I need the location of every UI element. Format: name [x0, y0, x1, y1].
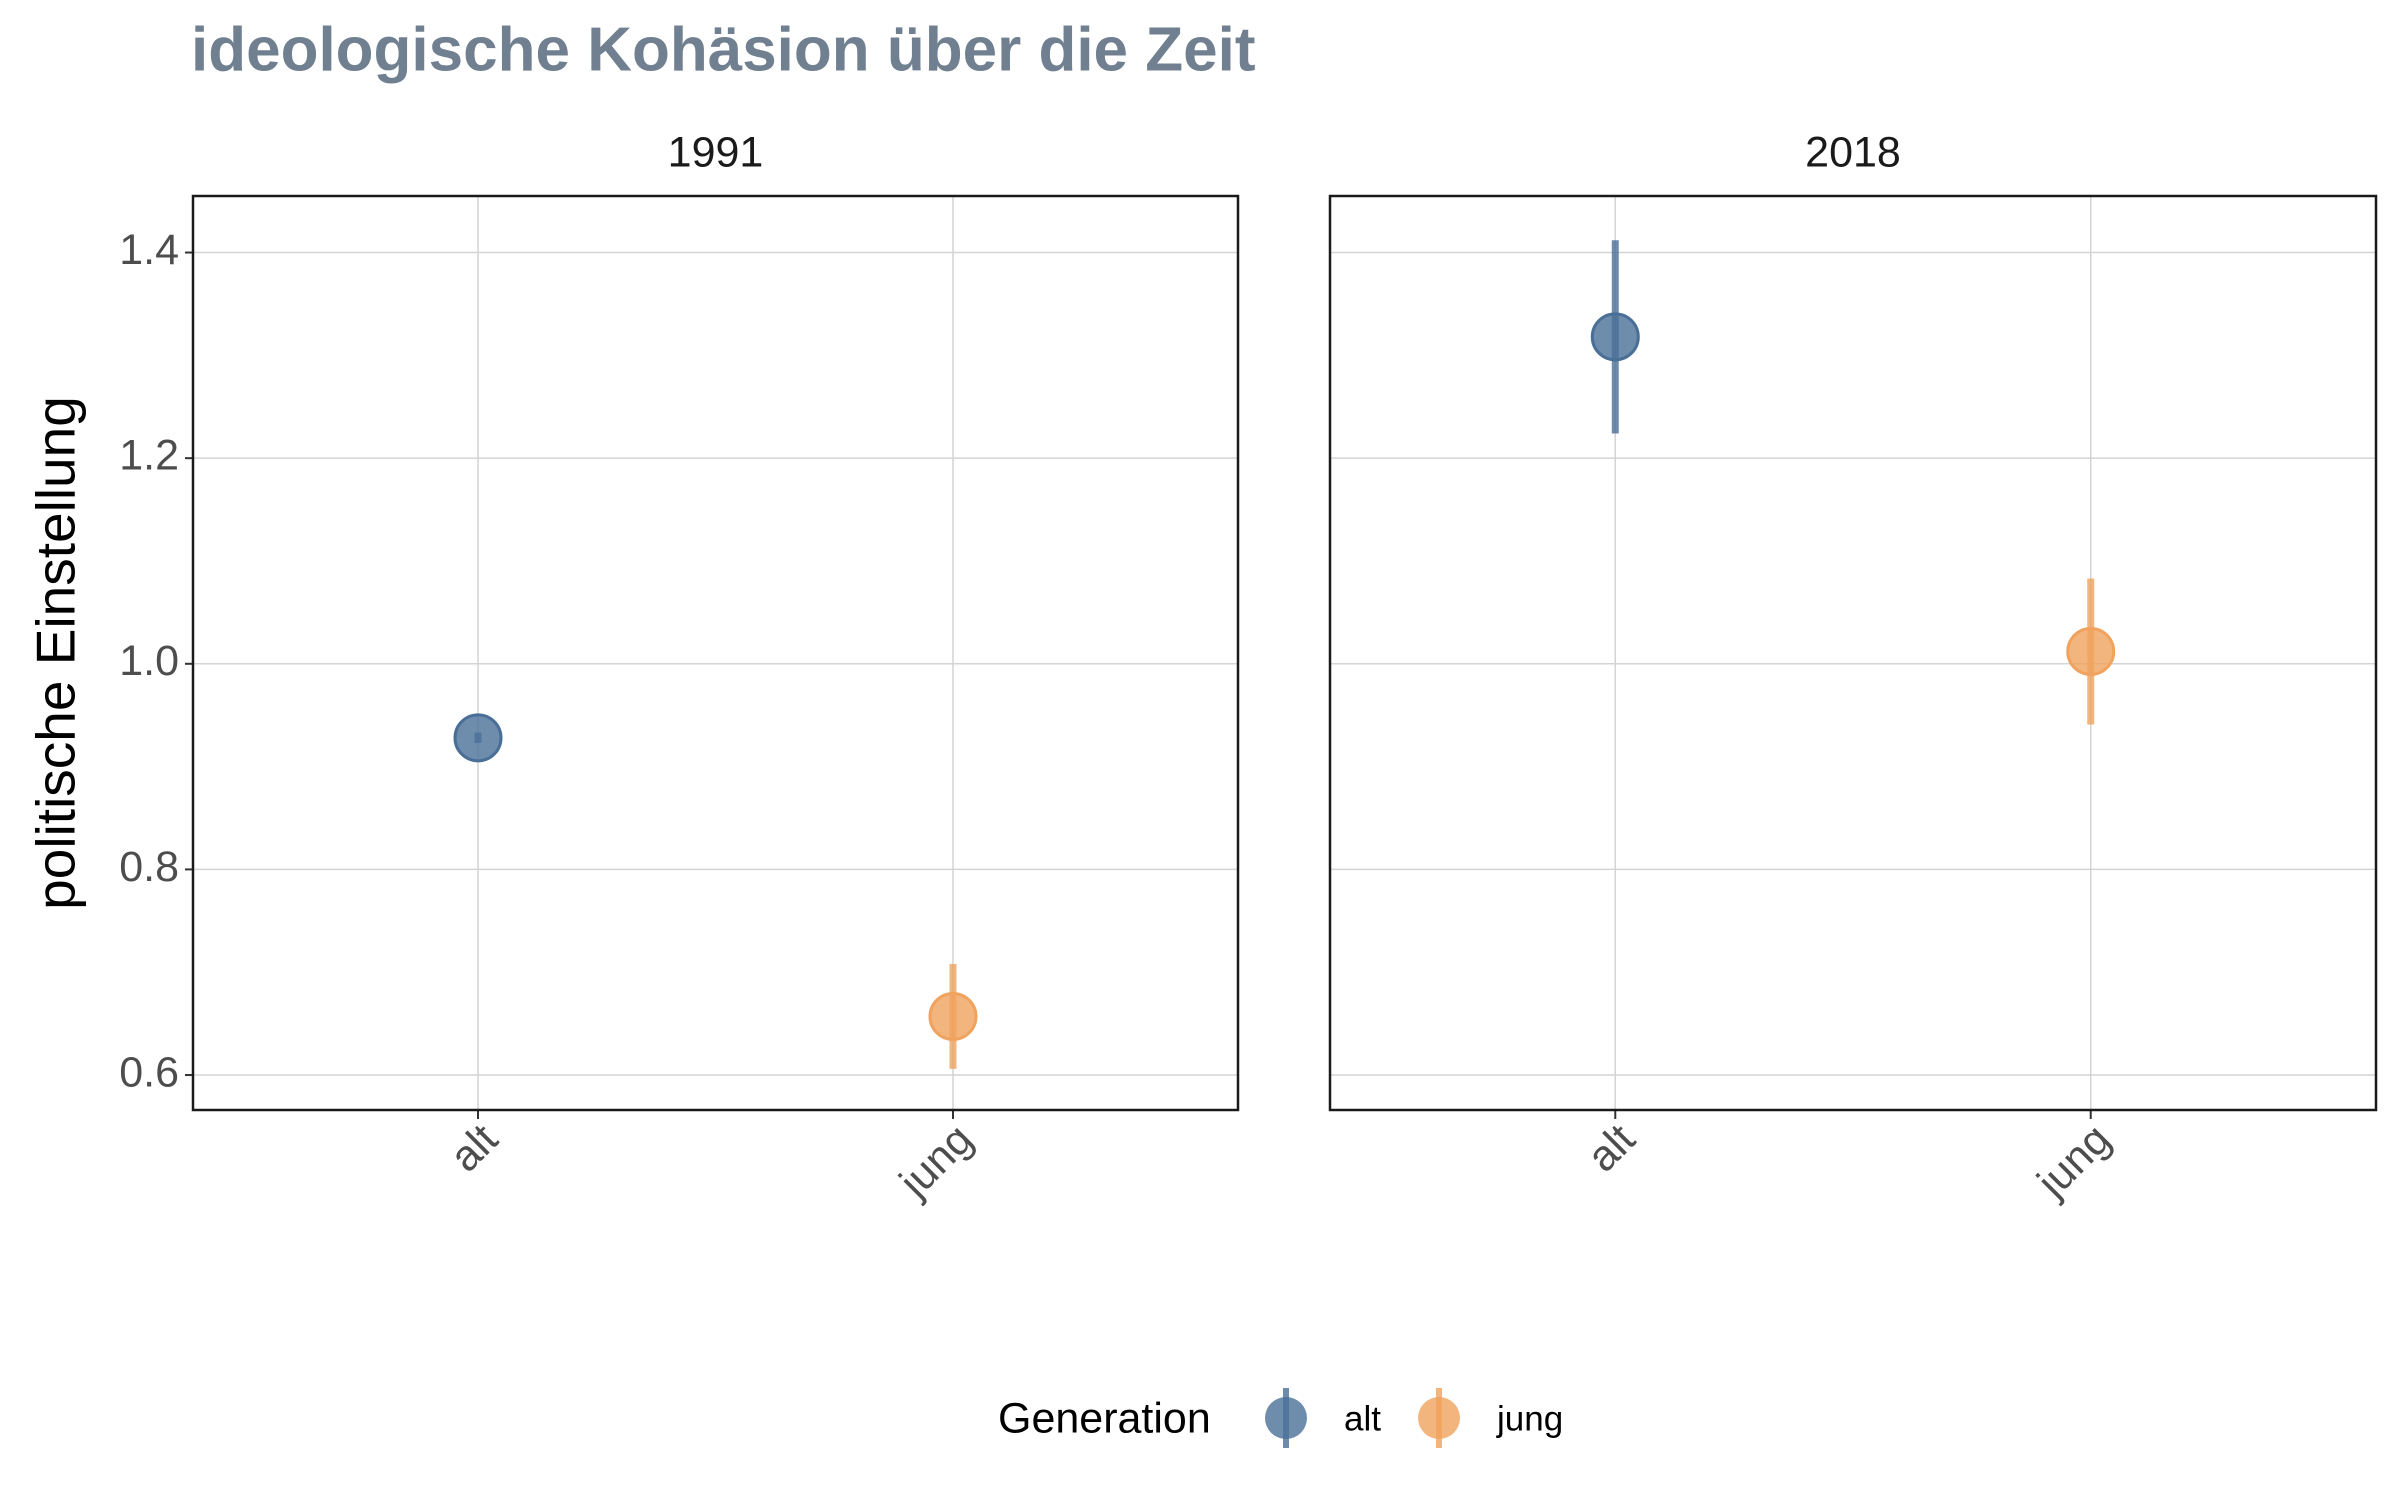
legend-label: jung	[1496, 1399, 1563, 1438]
point	[2066, 626, 2116, 676]
legend-key	[1418, 1397, 1460, 1439]
x-tick-label: alt	[1578, 1115, 1644, 1181]
y-tick-label: 1.0	[119, 637, 179, 685]
x-tick-label: jung	[889, 1115, 982, 1208]
x-tick-label: jung	[2027, 1115, 2120, 1208]
y-tick-label: 1.4	[119, 226, 179, 274]
facet-title: 1991	[668, 128, 764, 176]
facet-title: 2018	[1805, 128, 1901, 176]
point	[928, 991, 978, 1041]
legend-label: alt	[1344, 1399, 1381, 1438]
y-tick-label: 0.6	[119, 1048, 179, 1096]
point	[453, 713, 503, 763]
panel-border	[191, 194, 1240, 1112]
legend-key	[1265, 1397, 1307, 1439]
point	[1590, 312, 1640, 362]
y-tick-label: 0.8	[119, 843, 179, 891]
legend-title: Generation	[998, 1394, 1211, 1442]
x-tick-label: alt	[441, 1115, 507, 1181]
chart-title: ideologische Kohäsion über die Zeit	[191, 15, 1255, 84]
panel-border	[1328, 194, 2378, 1112]
y-axis-label: politische Einstellung	[25, 396, 87, 910]
y-tick-label: 1.2	[119, 432, 179, 480]
